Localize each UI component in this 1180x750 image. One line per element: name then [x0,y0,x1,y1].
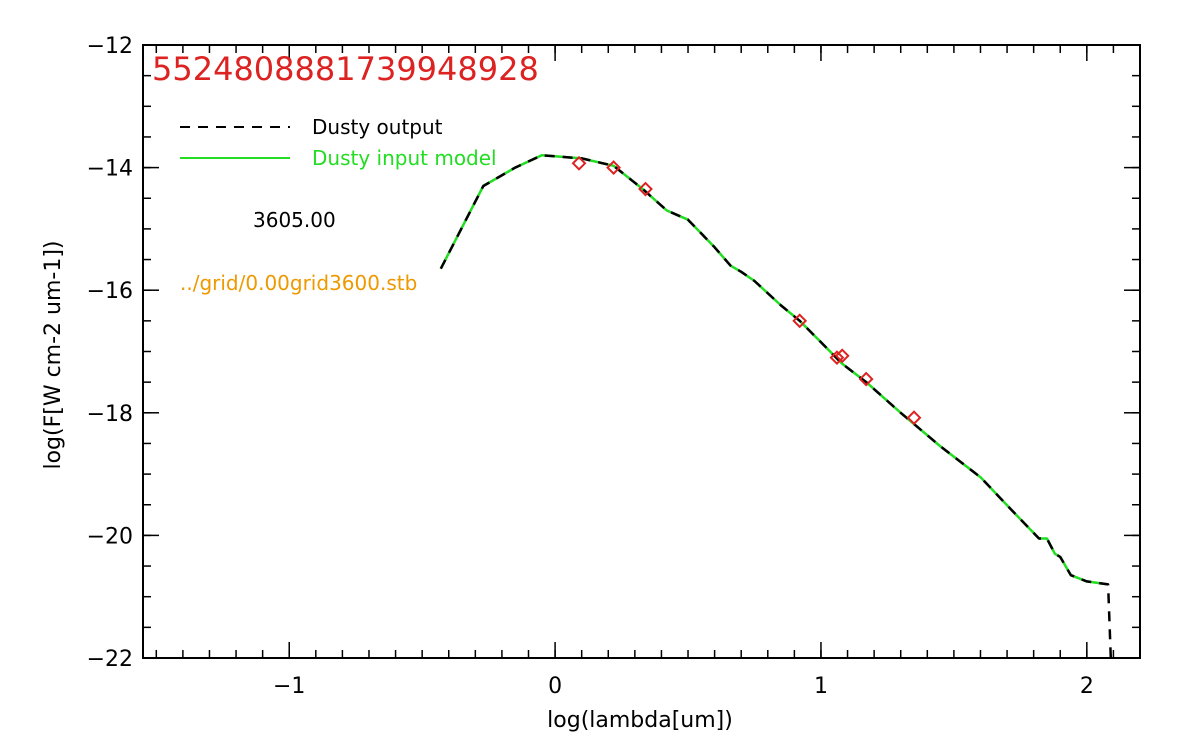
series-layer [439,154,1113,659]
x-tick-label: −1 [273,674,305,699]
series-line-dusty-output [439,154,1113,659]
y-tick-label: −14 [87,157,133,182]
observed-point-marker [834,348,850,364]
series-line-dusty-input [439,154,1109,586]
x-tick-label: 2 [1080,674,1094,699]
observed-point-marker [638,181,653,197]
temperature-annotation: 3605.00 [253,208,336,232]
observed-point-marker [571,155,587,171]
observed-point-marker [906,410,922,426]
legend-label-dusty-input: Dusty input model [312,146,497,170]
axis-ticks [143,44,1141,659]
y-tick-label: −12 [87,34,133,59]
axis-tick-labels: −1 0 1 2 −22 −20 −18 −16 −14 −12 [87,34,1094,699]
legend-label-dusty-output: Dusty output [312,115,443,139]
y-axis-title: log(F[W cm-2 um-1]) [41,240,66,469]
x-axis-title: log(lambda[um]) [547,708,733,733]
y-tick-label: −16 [87,279,133,304]
observed-point-marker [858,371,874,387]
x-tick-label: 0 [548,674,562,699]
observed-points [571,155,922,426]
observed-point-marker [606,160,621,176]
observed-point-marker [829,350,845,366]
plot-frame [142,44,1141,659]
y-tick-label: −18 [87,402,133,427]
observed-point-marker [792,313,808,329]
y-tick-label: −20 [87,524,133,549]
source-id-label: 5524808881739948928 [152,50,539,88]
x-tick-label: 1 [814,674,828,699]
y-tick-label: −22 [87,647,133,672]
filename-annotation: ../grid/0.00grid3600.stb [180,271,417,295]
